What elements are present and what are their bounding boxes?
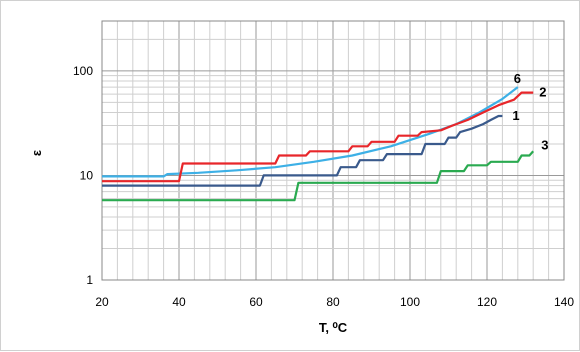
series-label-2: 2 (539, 85, 546, 100)
series-labels: 6 2 1 3 (512, 71, 548, 152)
x-tick-label: 120 (477, 295, 497, 309)
x-tick-label: 140 (554, 295, 574, 309)
series-label-1: 1 (512, 108, 519, 123)
series-line-3 (102, 150, 535, 202)
y-tick-label: 10 (80, 168, 94, 182)
series-label-3: 3 (541, 137, 548, 152)
grid (101, 20, 565, 281)
tick-labels: 20 40 60 80 100 120 140 1 10 100 (73, 64, 574, 309)
x-tick-label: 100 (400, 295, 420, 309)
series-layer (102, 86, 535, 202)
plot-area-border (101, 20, 565, 281)
x-tick-label: 20 (95, 295, 109, 309)
y-axis-title: ε (29, 150, 44, 156)
series-label-6: 6 (514, 71, 521, 86)
x-axis-title: T, ⁰C (319, 320, 348, 335)
series-line-2 (102, 91, 534, 183)
x-tick-label: 40 (172, 295, 186, 309)
x-tick-label: 80 (326, 295, 340, 309)
y-tick-label: 1 (86, 273, 93, 287)
series-line-6 (102, 86, 519, 178)
y-tick-label: 100 (73, 64, 93, 78)
x-tick-label: 60 (249, 295, 263, 309)
series-line-1 (102, 114, 503, 187)
